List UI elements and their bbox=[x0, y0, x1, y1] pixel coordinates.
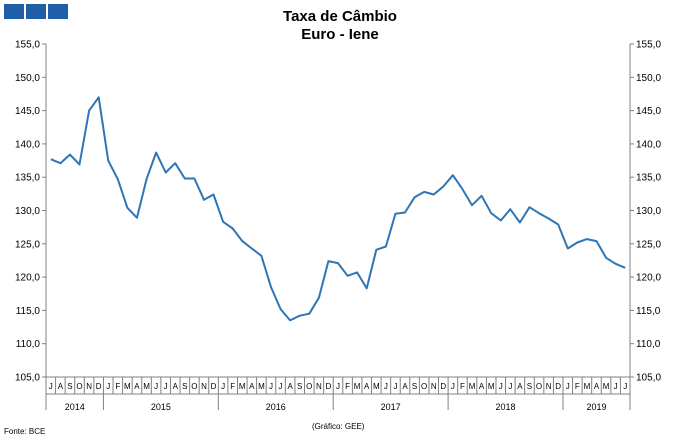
y-tick-label-right: 105,0 bbox=[636, 373, 661, 384]
source-note: Fonte: BCE bbox=[4, 427, 46, 436]
month-label: F bbox=[345, 382, 350, 391]
month-label: A bbox=[364, 382, 370, 391]
month-label: J bbox=[623, 382, 627, 391]
month-label: M bbox=[239, 382, 246, 391]
month-label: N bbox=[86, 382, 92, 391]
month-label: M bbox=[124, 382, 131, 391]
y-tick-label-right: 115,0 bbox=[636, 306, 661, 317]
month-label: J bbox=[269, 382, 273, 391]
y-tick-label-right: 155,0 bbox=[636, 40, 661, 51]
month-label: M bbox=[373, 382, 380, 391]
y-tick-label-left: 150,0 bbox=[15, 73, 40, 84]
month-label: S bbox=[297, 382, 302, 391]
y-tick-label-right: 110,0 bbox=[636, 339, 661, 350]
month-label: A bbox=[517, 382, 523, 391]
y-tick-label-left: 135,0 bbox=[15, 173, 40, 184]
month-label: D bbox=[440, 382, 446, 391]
month-label: F bbox=[575, 382, 580, 391]
month-label: S bbox=[527, 382, 532, 391]
month-label: O bbox=[421, 382, 427, 391]
month-label: J bbox=[221, 382, 225, 391]
y-tick-label-right: 150,0 bbox=[636, 73, 661, 84]
credit-note: (Gráfico: GEE) bbox=[312, 422, 365, 431]
y-tick-label-right: 130,0 bbox=[636, 206, 661, 217]
logo-block-2 bbox=[26, 4, 46, 19]
month-label: J bbox=[451, 382, 455, 391]
y-tick-label-left: 125,0 bbox=[15, 239, 40, 250]
year-label: 2016 bbox=[266, 402, 286, 412]
y-tick-label-left: 115,0 bbox=[16, 306, 41, 317]
month-label: O bbox=[76, 382, 82, 391]
chart-subtitle: Euro - Iene bbox=[301, 26, 379, 43]
year-label: 2017 bbox=[381, 402, 401, 412]
y-tick-label-left: 105,0 bbox=[15, 373, 40, 384]
y-tick-label-left: 110,0 bbox=[16, 339, 41, 350]
month-label: F bbox=[460, 382, 465, 391]
month-label: D bbox=[555, 382, 561, 391]
month-label: J bbox=[393, 382, 397, 391]
month-label: M bbox=[143, 382, 150, 391]
month-label: N bbox=[431, 382, 437, 391]
month-label: S bbox=[182, 382, 187, 391]
y-tick-label-right: 145,0 bbox=[636, 106, 661, 117]
month-label: D bbox=[326, 382, 332, 391]
month-label: N bbox=[546, 382, 552, 391]
month-label: A bbox=[58, 382, 64, 391]
month-label: O bbox=[536, 382, 542, 391]
month-label: A bbox=[402, 382, 408, 391]
y-tick-label-left: 140,0 bbox=[15, 139, 40, 150]
month-label: A bbox=[479, 382, 485, 391]
month-label: A bbox=[173, 382, 179, 391]
y-tick-label-left: 120,0 bbox=[15, 273, 40, 284]
month-label: M bbox=[584, 382, 591, 391]
year-label: 2019 bbox=[586, 402, 606, 412]
month-label: M bbox=[488, 382, 495, 391]
y-tick-label-left: 155,0 bbox=[15, 40, 40, 51]
month-label: N bbox=[316, 382, 322, 391]
month-label: J bbox=[384, 382, 388, 391]
month-label: D bbox=[211, 382, 217, 391]
y-tick-label-right: 120,0 bbox=[636, 273, 661, 284]
month-label: A bbox=[134, 382, 140, 391]
y-tick-label-right: 125,0 bbox=[636, 239, 661, 250]
month-label: J bbox=[566, 382, 570, 391]
month-label: N bbox=[201, 382, 207, 391]
year-label: 2018 bbox=[496, 402, 516, 412]
month-label: J bbox=[336, 382, 340, 391]
month-label: D bbox=[96, 382, 102, 391]
month-label: O bbox=[191, 382, 197, 391]
month-label: F bbox=[115, 382, 120, 391]
chart-title: Taxa de Câmbio bbox=[283, 8, 397, 25]
month-label: A bbox=[287, 382, 293, 391]
month-label: F bbox=[230, 382, 235, 391]
month-label: J bbox=[49, 382, 53, 391]
month-label: A bbox=[594, 382, 600, 391]
month-label: J bbox=[614, 382, 618, 391]
y-tick-label-right: 135,0 bbox=[636, 173, 661, 184]
month-label: J bbox=[164, 382, 168, 391]
y-tick-label-left: 145,0 bbox=[15, 106, 40, 117]
month-label: S bbox=[412, 382, 417, 391]
month-label: J bbox=[106, 382, 110, 391]
logo-block-1 bbox=[4, 4, 24, 19]
y-tick-label-left: 130,0 bbox=[15, 206, 40, 217]
month-label: J bbox=[499, 382, 503, 391]
month-label: A bbox=[249, 382, 255, 391]
month-label: M bbox=[603, 382, 610, 391]
year-label: 2015 bbox=[151, 402, 171, 412]
month-label: S bbox=[67, 382, 72, 391]
month-label: M bbox=[469, 382, 476, 391]
month-label: J bbox=[154, 382, 158, 391]
series-line-eur-jpy bbox=[50, 96, 626, 322]
logo-block-3 bbox=[48, 4, 68, 19]
y-tick-label-right: 140,0 bbox=[636, 139, 661, 150]
month-label: M bbox=[354, 382, 361, 391]
month-label: O bbox=[306, 382, 312, 391]
month-label: J bbox=[508, 382, 512, 391]
year-label: 2014 bbox=[65, 402, 85, 412]
month-label: J bbox=[279, 382, 283, 391]
month-label: M bbox=[258, 382, 265, 391]
